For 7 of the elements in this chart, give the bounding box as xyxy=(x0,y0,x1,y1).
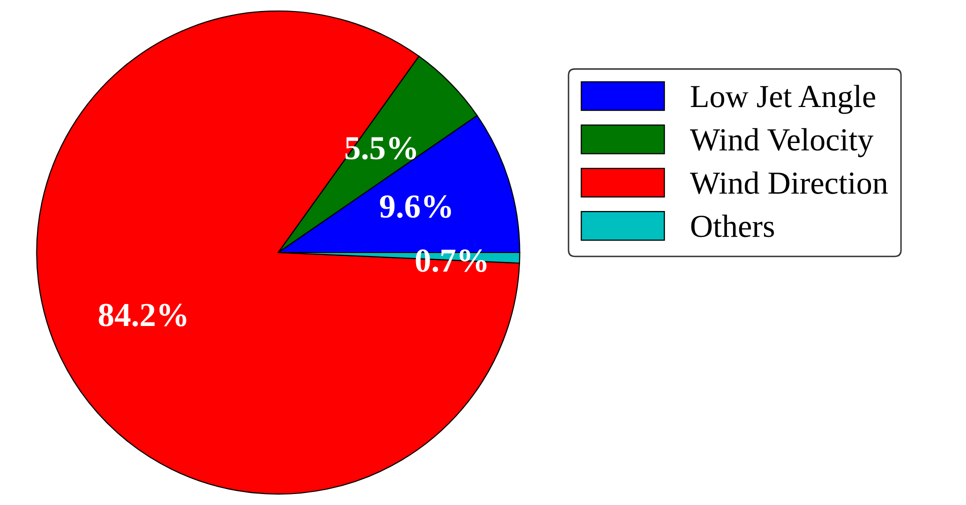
legend-label: Others xyxy=(691,214,774,238)
data-label: 9.6% xyxy=(380,195,451,218)
legend-label: Low Jet Angle xyxy=(690,84,876,114)
pie-slice xyxy=(36,10,520,495)
data-label: 84.2% xyxy=(98,304,186,326)
legend-label: Wind Velocity xyxy=(690,128,874,158)
legend-label: Wind Direction xyxy=(690,171,888,194)
